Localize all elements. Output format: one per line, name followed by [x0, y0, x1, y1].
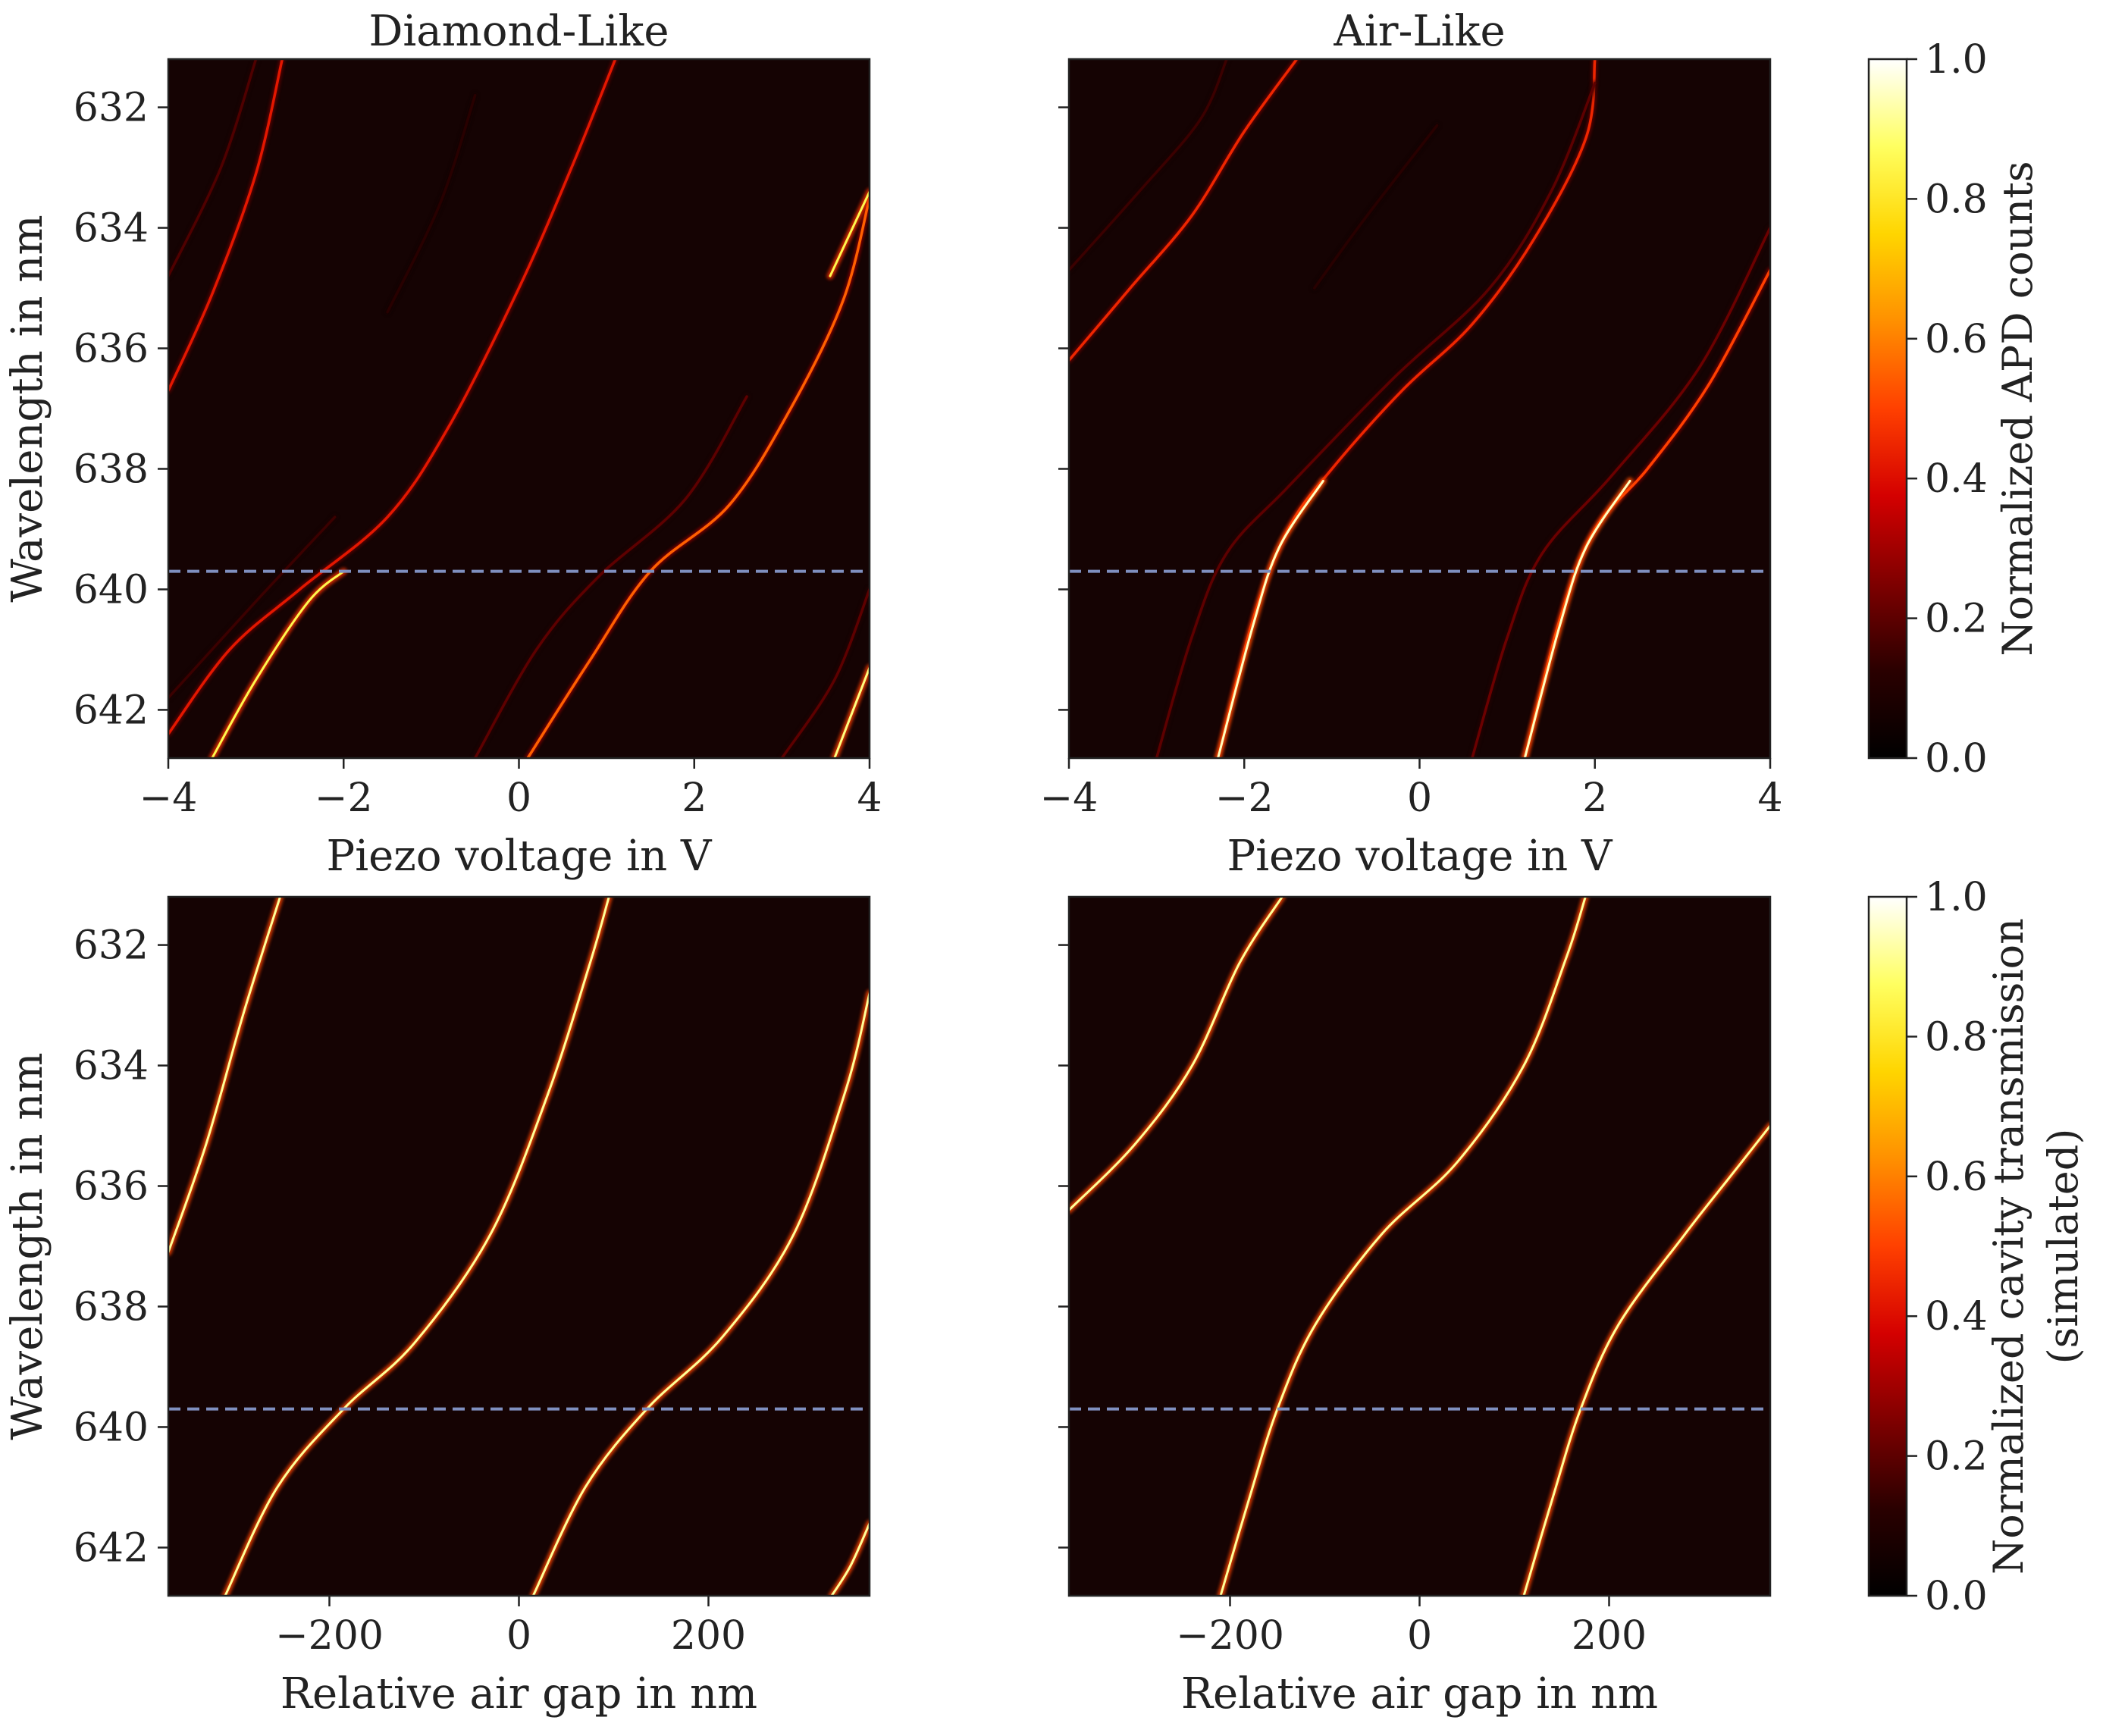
y-tick-label: 632 [74, 923, 149, 969]
mode-lines [1069, 59, 1770, 758]
y-tick-label: 642 [74, 688, 149, 733]
x-tick-label: 0 [506, 1613, 531, 1659]
x-axis-label: Relative air gap in nm [281, 1669, 757, 1719]
mode-faint-2 [1155, 82, 1597, 758]
mode-lines [1069, 897, 1770, 1596]
y-tick-label: 632 [74, 86, 149, 131]
x-tick-label: 4 [1757, 776, 1782, 821]
colorbar-tick-label: 0.2 [1925, 597, 1988, 642]
mode-lines [168, 897, 870, 1596]
colorbar-tick-label: 1.0 [1925, 37, 1988, 83]
x-tick-label: 0 [506, 776, 531, 821]
x-tick-label: −2 [1215, 776, 1274, 821]
colorbar-tick-label: 1.0 [1925, 875, 1988, 920]
mode-c-bright [1523, 479, 1631, 758]
colorbar-tick-label: 0.0 [1925, 1574, 1988, 1619]
x-tick-label: 200 [671, 1613, 746, 1659]
mode-b-bright [211, 570, 345, 758]
colorbar-tick-label: 0.6 [1925, 317, 1988, 362]
y-tick-label: 642 [74, 1525, 149, 1571]
colorbar-label: Normalized cavity transmission [1985, 918, 2032, 1575]
x-tick-label: −2 [315, 776, 373, 821]
panel-title: Air-Like [1333, 7, 1505, 56]
y-tick-label: 636 [74, 1164, 149, 1210]
colorbar-gradient [1867, 895, 1908, 1597]
mode-b [1219, 897, 1587, 1596]
mode-c [1522, 1124, 1770, 1596]
colorbar-tick-label: 0.6 [1925, 1155, 1988, 1200]
colorbar-gradient [1867, 58, 1908, 760]
x-tick-label: 4 [857, 776, 882, 821]
mode-faint-2 [473, 395, 748, 758]
heatmap-background [1069, 59, 1770, 758]
mode-a [168, 897, 281, 1254]
y-tick-label: 638 [74, 447, 149, 492]
y-tick-label: 634 [74, 1044, 149, 1089]
panel-title: Diamond-Like [368, 7, 669, 56]
mode-faint-5 [386, 93, 477, 314]
panel-top-left: 632 634 636 638 640 642 −4 −2 0 2 4 Piezo voltage i… [3, 7, 882, 881]
mode-a [1069, 59, 1299, 362]
x-tick-label: 0 [1407, 1613, 1432, 1659]
x-axis-label: Piezo voltage in V [1227, 832, 1613, 881]
y-axis-label: Wavelength in nm [3, 1052, 52, 1440]
x-tick-label: 0 [1407, 776, 1432, 821]
mode-a [168, 59, 284, 392]
y-axis-label: Wavelength in nm [3, 215, 52, 602]
x-tick-label: −4 [1040, 776, 1099, 821]
y-tick-label: 634 [74, 206, 149, 252]
x-tick-label: 200 [1572, 1613, 1647, 1659]
colorbar-tick-label: 0.4 [1925, 1294, 1988, 1340]
mode-b-bright [1217, 479, 1324, 758]
colorbar-tick-label: 0.2 [1925, 1434, 1988, 1480]
mode-faint-1 [168, 59, 258, 277]
x-tick-label: 2 [1582, 776, 1607, 821]
mode-c [526, 196, 870, 758]
mode-d [830, 1522, 870, 1596]
x-tick-label: −4 [139, 776, 198, 821]
y-tick-label: 638 [74, 1284, 149, 1330]
mode-faint-4 [1313, 124, 1439, 290]
x-axis-label: Relative air gap in nm [1181, 1669, 1658, 1719]
y-tick-label: 640 [74, 567, 149, 613]
colorbar-label: Normalized APD counts [1994, 161, 2042, 656]
panel-top-right: −4 −2 0 2 4 Piezo voltage in V Air-Like [1040, 7, 1783, 881]
panel-bottom-right: −200 0 200 Relative air gap in nm [1058, 895, 1772, 1719]
mode-faint-3 [1471, 226, 1770, 758]
heatmap-background [168, 59, 870, 758]
x-axis-label: Piezo voltage in V [327, 832, 713, 881]
colorbar-tick-label: 0.8 [1925, 1014, 1988, 1060]
mode-b [168, 59, 617, 735]
colorbar-label-line2: (simulated) [2039, 1129, 2087, 1365]
x-tick-label: −200 [1176, 1613, 1284, 1659]
mode-a [1069, 897, 1283, 1211]
x-tick-label: −200 [275, 1613, 384, 1659]
y-tick-label: 636 [74, 327, 149, 372]
mode-faint-4 [780, 588, 870, 758]
mode-faint-3 [168, 515, 337, 700]
mode-c-top [829, 190, 870, 277]
panel-bottom-left: 632 634 636 638 640 642 −200 0 200 Relative air g… [3, 895, 871, 1719]
colorbar-tick-label: 0.8 [1925, 177, 1988, 222]
mode-d [833, 666, 870, 758]
mode-faint-1 [1069, 59, 1228, 271]
y-tick-label: 640 [74, 1405, 149, 1450]
heatmap-background [1069, 897, 1770, 1596]
mode-lines [168, 59, 870, 758]
colorbar-tick-label: 0.0 [1925, 736, 1988, 782]
colorbar-tick-label: 0.4 [1925, 456, 1988, 502]
x-tick-label: 2 [682, 776, 707, 821]
mode-b [224, 897, 610, 1596]
colorbar-top: 0.0 0.2 0.4 0.6 0.8 1.0 Normalized APD counts [1867, 37, 2042, 782]
mode-c [531, 992, 870, 1596]
